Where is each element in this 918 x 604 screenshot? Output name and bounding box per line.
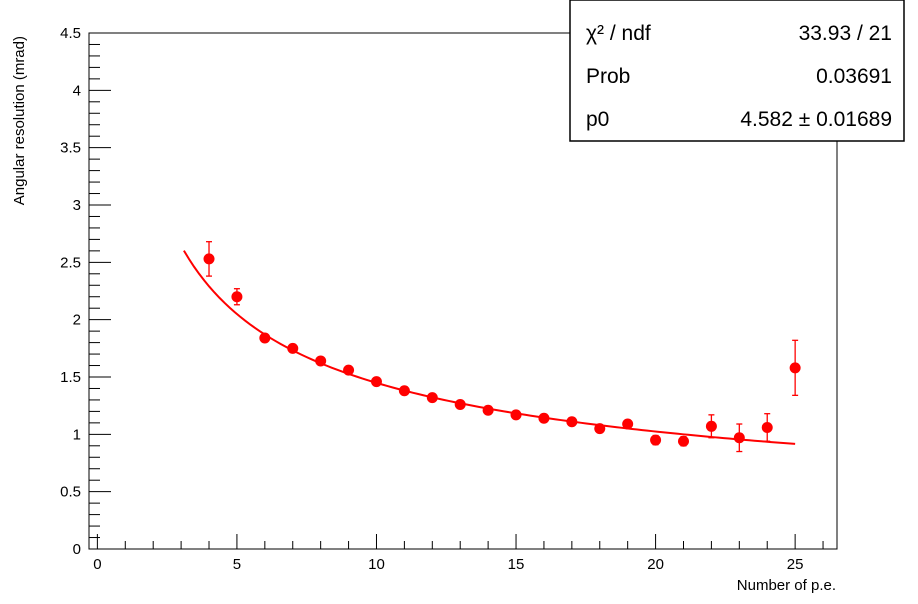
plot-frame [88, 32, 838, 550]
data-point [705, 420, 717, 432]
data-point [398, 385, 410, 397]
data-point [594, 423, 606, 435]
y-axis-title: Angular resolution (mrad) [11, 36, 28, 205]
ticks [89, 32, 824, 550]
x-tick-label: 5 [233, 556, 241, 573]
x-tick-label: 15 [508, 556, 525, 573]
data-point [510, 409, 522, 421]
y-tick-label: 3 [73, 197, 81, 214]
data-point [315, 355, 327, 367]
y-tick-label: 2 [73, 312, 81, 329]
data-point [482, 404, 494, 416]
x-tick-label: 20 [647, 556, 664, 573]
data-point [203, 253, 215, 265]
tick-labels: 0 5 10 15 20 25 0 0.5 1 1.5 2 2.5 3 3.5 4 4.5 [60, 25, 803, 573]
stats-label-chi2: χ² / ndf [586, 22, 651, 45]
data-point [650, 434, 662, 446]
data-point [733, 432, 745, 444]
data-point [259, 332, 271, 344]
data-point [370, 376, 382, 388]
data-point [287, 342, 299, 354]
y-tick-label: 3.5 [60, 140, 81, 157]
data-point [622, 418, 634, 430]
stats-value-prob: 0.03691 [816, 65, 892, 88]
y-tick-label: 1.5 [60, 369, 81, 386]
data-point [538, 412, 550, 424]
data-point [343, 364, 355, 376]
data-point [566, 416, 578, 428]
stats-label-prob: Prob [586, 65, 630, 88]
x-tick-label: 0 [93, 556, 101, 573]
data-points [203, 253, 801, 447]
data-point [789, 362, 801, 374]
y-tick-label: 4 [73, 82, 81, 99]
data-point [677, 435, 689, 447]
x-tick-label: 25 [787, 556, 804, 573]
y-tick-label: 4.5 [60, 25, 81, 42]
stats-value-chi2: 33.93 / 21 [799, 22, 892, 45]
y-tick-label: 0.5 [60, 484, 81, 501]
stats-box: χ² / ndf 33.93 / 21 Prob 0.03691 p0 4.58… [569, 0, 905, 142]
stats-box-frame [569, 0, 905, 142]
y-tick-label: 2.5 [60, 254, 81, 271]
stats-value-p0: 4.582 ± 0.01689 [740, 108, 892, 131]
x-axis-title: Number of p.e. [737, 577, 836, 594]
y-tick-label: 1 [73, 426, 81, 443]
y-tick-label: 0 [73, 541, 81, 558]
data-point [426, 392, 438, 404]
data-point [454, 399, 466, 411]
data-point [231, 291, 243, 303]
x-tick-label: 10 [368, 556, 385, 573]
data-point [761, 421, 773, 433]
stats-label-p0: p0 [586, 108, 609, 131]
